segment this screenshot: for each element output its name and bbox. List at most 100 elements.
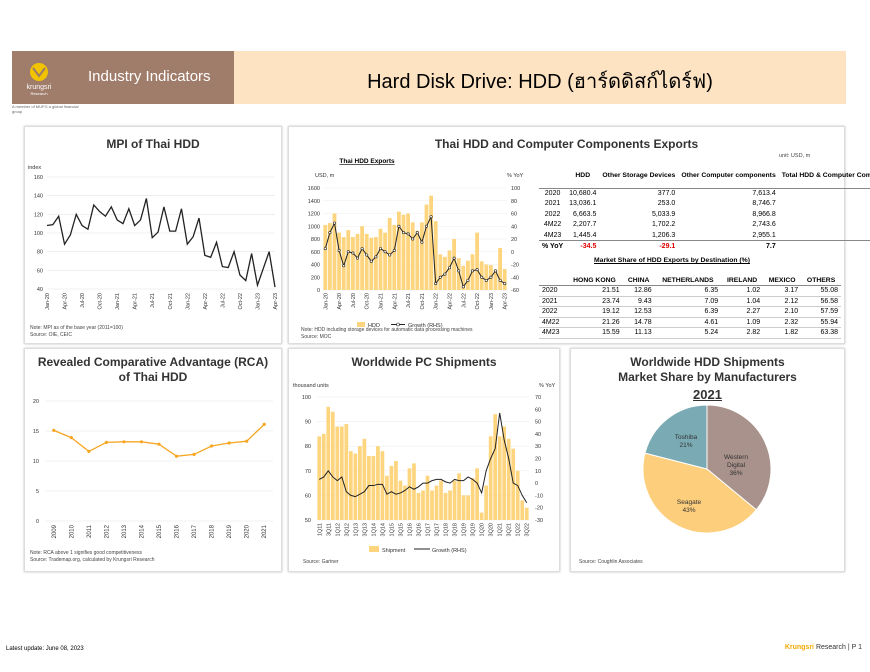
y-tick-label: 80 xyxy=(305,444,311,450)
table-cell: 13,036.1 xyxy=(569,200,597,208)
shipment-bar xyxy=(506,438,511,520)
y-tick-label: 15 xyxy=(33,429,39,435)
legend-line-label: Growth (RHS) xyxy=(408,323,443,329)
footer-brand: Krungsri xyxy=(784,644,814,651)
y2-tick-label: -10 xyxy=(535,493,543,499)
share-cell: 12.53 xyxy=(634,308,652,316)
table-cell: 7,613.4 xyxy=(752,190,776,197)
shipment-bar xyxy=(326,406,331,520)
y-tick-label: 0 xyxy=(36,519,39,525)
growth-point xyxy=(332,221,336,225)
x-tick-label: 1Q15 xyxy=(389,523,395,536)
x-tick-label: 3Q12 xyxy=(344,523,350,536)
growth-point xyxy=(415,231,419,235)
share-row: 4M22 21.26 14.78 4.61 1.09 2.32 55.94 xyxy=(539,317,841,328)
x-tick-label: Apr-21 xyxy=(392,293,398,310)
export-bar xyxy=(484,264,489,290)
yoy-cell: -15.7 xyxy=(779,241,870,252)
table-header-cell: MEXICO xyxy=(768,276,796,284)
table-header-cell: HDD xyxy=(575,172,591,180)
share-cell: 2.32 xyxy=(784,318,799,326)
export-bar xyxy=(456,258,461,290)
table-header-cell: OTHERS xyxy=(806,276,836,284)
shipment-bar xyxy=(484,485,489,520)
pie-slice xyxy=(706,404,772,511)
exports-table: HDD Other Storage Devices Other Computer… xyxy=(539,164,870,251)
yoy-cell: -34.5 xyxy=(580,242,597,250)
share-table-header: HONG KONG CHINA NETHERLANDS IRELAND MEXI… xyxy=(539,275,841,286)
share-title-2: Market Share by Manufacturers xyxy=(618,370,797,384)
shipment-bar xyxy=(412,463,416,520)
exports-panel: Thai HDD and Computer Components Exports… xyxy=(288,126,870,344)
growth-point xyxy=(383,250,387,254)
export-bar xyxy=(452,239,456,290)
x-tick-label: 3Q11 xyxy=(326,523,332,536)
table-header-cell xyxy=(539,275,566,286)
shipment-bar xyxy=(497,436,502,520)
y2-tick-label: 30 xyxy=(535,444,541,450)
growth-point xyxy=(452,256,456,260)
growth-point xyxy=(448,266,452,270)
table-cell: 5,606.8 xyxy=(779,230,870,241)
x-tick-label: Apr-22 xyxy=(203,293,209,310)
shipment-bar xyxy=(403,485,407,520)
shipment-bar xyxy=(515,470,520,520)
growth-point xyxy=(434,282,438,286)
table-cell: 2,207.7 xyxy=(573,221,597,229)
pc-chart: thousand units% YoY5060708090100-30-20-1… xyxy=(293,383,556,554)
table-cell: 4M23 xyxy=(543,231,562,239)
x-tick-label: Jan-21 xyxy=(379,293,385,310)
x-tick-label: 1Q18 xyxy=(444,523,450,536)
y-tick-label: 90 xyxy=(305,420,311,426)
pie-value: 43% xyxy=(682,507,695,514)
x-tick-label: 2020 xyxy=(245,524,251,538)
export-bar xyxy=(410,222,415,290)
export-bar xyxy=(498,247,502,290)
export-bar xyxy=(397,211,401,290)
growth-point xyxy=(351,251,355,255)
export-bar xyxy=(415,230,420,290)
growth-point xyxy=(406,232,410,236)
share-cell: 2.12 xyxy=(784,297,799,305)
table-cell: 8,746.7 xyxy=(752,200,776,208)
pie-slice xyxy=(644,404,708,470)
y2-tick-label: 20 xyxy=(511,237,517,243)
shipment-bar xyxy=(493,414,498,520)
share-row: 2020 21.51 12.86 6.35 1.02 3.17 55.08 xyxy=(539,286,841,296)
x-tick-label: Apr-22 xyxy=(448,293,454,310)
shipment-bar xyxy=(421,490,425,520)
share-cell: 4M22 xyxy=(542,318,560,326)
table-cell: 18,670.7 xyxy=(779,188,870,199)
y2-tick-label: -30 xyxy=(535,518,543,524)
table-header-cell xyxy=(539,164,566,188)
share-cell: 19.12 xyxy=(602,308,620,316)
share-cell: 55.08 xyxy=(820,287,838,295)
pc-y2-unit: % YoY xyxy=(539,383,556,389)
growth-point xyxy=(480,275,484,279)
share-cell: 1.02 xyxy=(746,287,761,295)
rca-point xyxy=(122,440,126,444)
header-right-band: Hard Disk Drive: HDD (ฮาร์ดดิสก์ไดร์ฟ) xyxy=(234,51,846,104)
x-tick-label: 2011 xyxy=(87,524,93,538)
pie-value: 36% xyxy=(729,470,742,477)
shipment-bar xyxy=(389,465,394,520)
shipment-bar xyxy=(330,411,335,520)
share-cell: 2020 xyxy=(542,287,558,295)
x-tick-label: 1Q12 xyxy=(335,523,341,536)
rca-point xyxy=(210,444,214,448)
x-tick-label: Oct-20 xyxy=(98,293,104,310)
shipment-bar xyxy=(475,468,479,520)
rca-point xyxy=(104,440,108,444)
table-cell: 22,035.8 xyxy=(779,199,870,210)
table-header-cell: NETHERLANDS xyxy=(662,276,714,284)
x-tick-label: Jan-23 xyxy=(489,293,495,310)
y-tick-label: 400 xyxy=(311,263,320,269)
last-update: Latest update: June 08, 2023 xyxy=(6,646,84,652)
rca-point xyxy=(52,428,56,432)
shipment-bar xyxy=(317,436,322,520)
table-header-cell: Other Computer components xyxy=(681,172,776,180)
table-cell: 2022 xyxy=(544,210,561,218)
table-cell: 1,445.4 xyxy=(573,231,597,239)
rca-point xyxy=(69,436,73,440)
export-bar xyxy=(502,268,507,290)
